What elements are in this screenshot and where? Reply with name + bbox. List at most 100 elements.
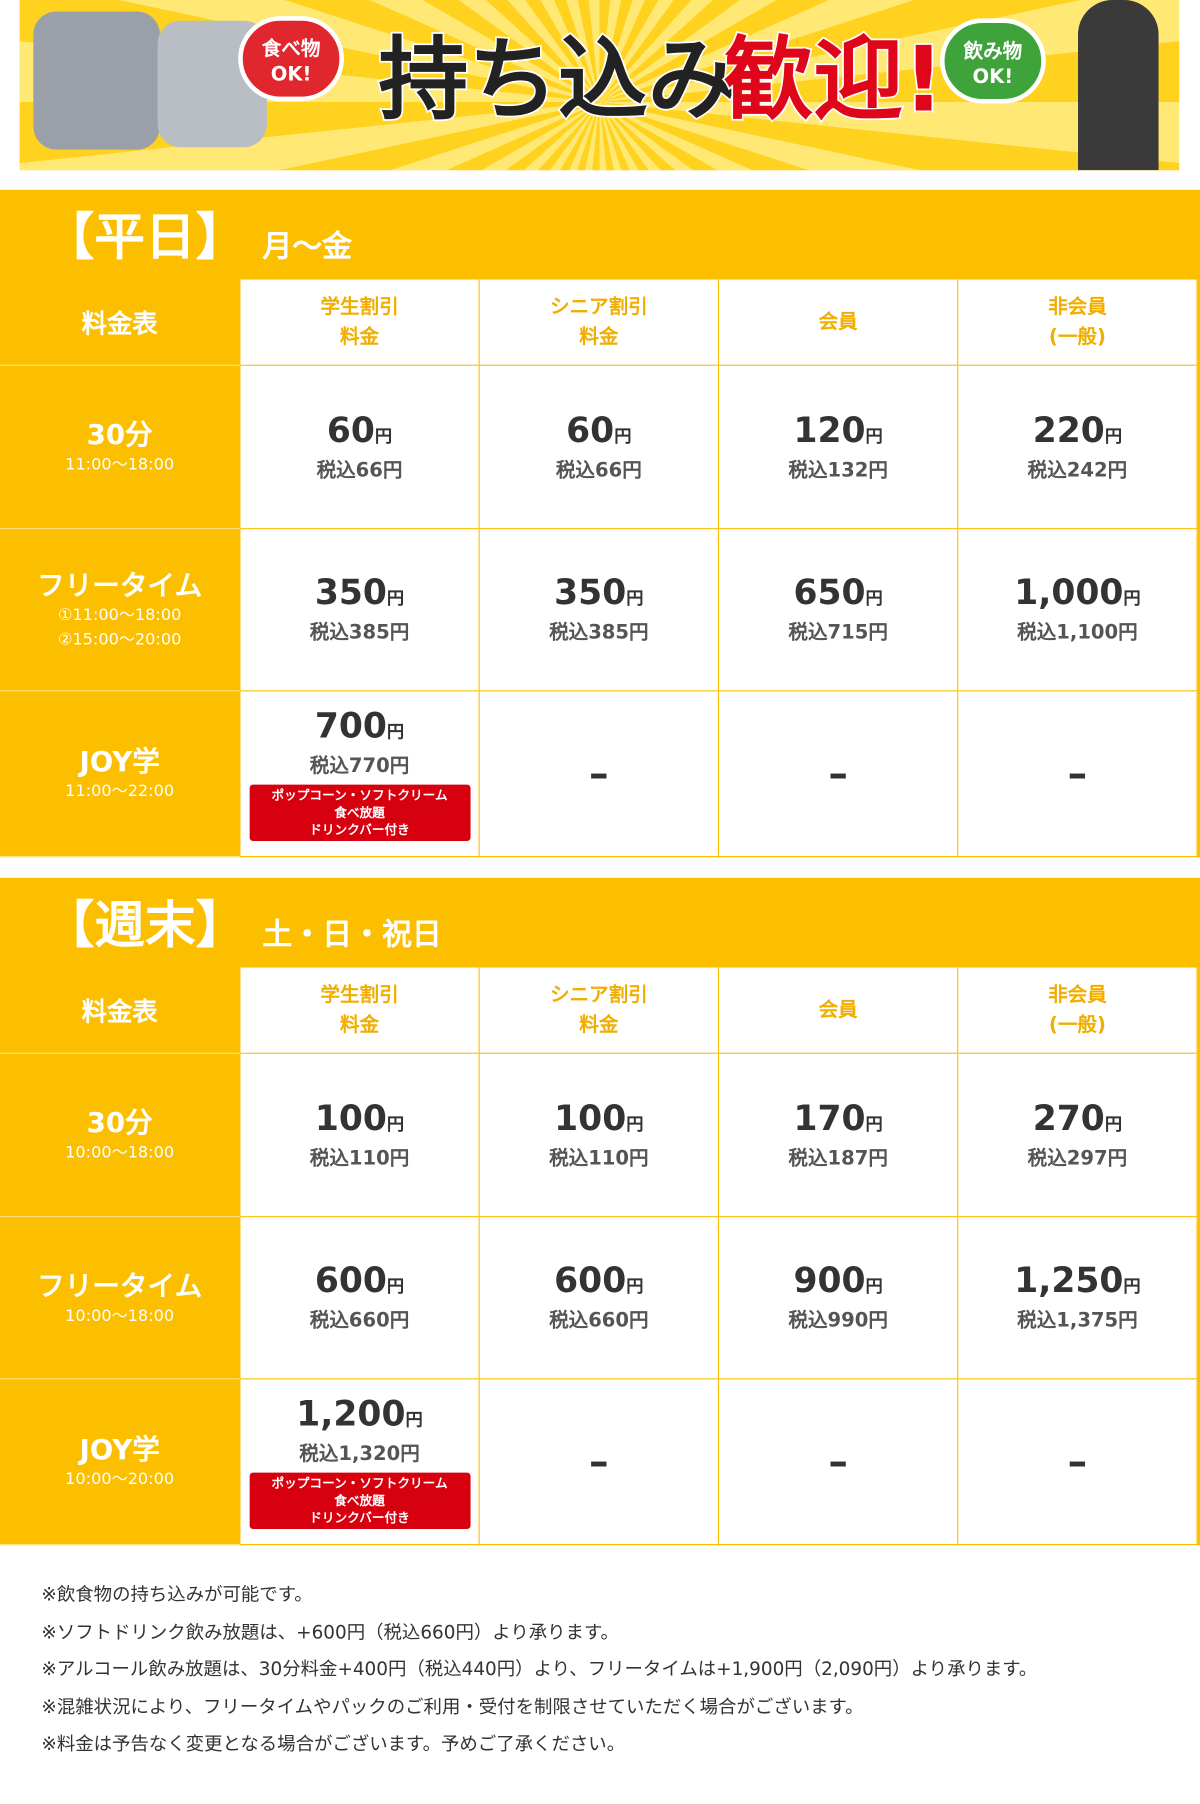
footnote: ※飲食物の持ち込みが可能です。: [41, 1583, 313, 1605]
food-badge: 食べ物 OK!: [238, 16, 344, 102]
row-label: フリータイム ①11:00〜18:00 ②15:00〜20:00: [0, 529, 241, 692]
row-label: JOY学 11:00〜22:00: [0, 691, 241, 858]
price-cell: 1,000円 税込1,100円: [958, 529, 1198, 692]
price-line: 1,000円: [1014, 573, 1140, 619]
plan-hours: 11:00〜18:00: [65, 455, 175, 475]
plan-name: フリータイム: [37, 569, 203, 602]
price-cell: 100円 税込110円: [240, 1053, 480, 1218]
price: 60: [566, 410, 615, 451]
price-line: 220円: [1033, 410, 1122, 456]
tax-price: 税込187円: [788, 1146, 888, 1170]
note-text: ポップコーン・ソフトクリーム: [271, 788, 448, 804]
price-cell: 1,250円 税込1,375円: [958, 1217, 1198, 1380]
footnote: ※混雑状況により、フリータイムやパックのご利用・受付を制限させていただく場合がご…: [41, 1695, 864, 1718]
tax-price: 税込132円: [788, 458, 888, 482]
price: 350: [314, 572, 387, 614]
price: 600: [314, 1260, 387, 1302]
price-line: 170円: [793, 1098, 882, 1144]
price-unit: 円: [405, 1409, 423, 1431]
price-cell: 60円税込66円: [479, 365, 720, 530]
header-cell: 会員: [719, 967, 959, 1054]
price: 1,200: [296, 1394, 406, 1435]
plan-hours: ②15:00〜20:00: [57, 630, 182, 649]
price-line: 100円: [554, 1098, 643, 1144]
price-unit: 円: [614, 425, 632, 446]
no-price: –: [589, 750, 609, 797]
badge-text: OK!: [972, 65, 1014, 89]
badge-text: OK!: [270, 63, 312, 87]
price-cell: 350円 税込385円: [479, 529, 720, 692]
price-unit: 円: [1123, 587, 1141, 609]
price: 100: [554, 1098, 627, 1139]
price-unit: 円: [865, 1275, 883, 1297]
tax-price: 税込1,100円: [1017, 621, 1138, 645]
price-line: 60円: [327, 410, 392, 456]
header-cell: 非会員 (一般): [958, 279, 1198, 366]
price-unit: 円: [626, 587, 644, 609]
no-price: –: [589, 1438, 609, 1485]
price-line: 350円: [554, 573, 643, 619]
header-text: 会員: [818, 998, 858, 1022]
price-line: 120円: [793, 410, 882, 456]
price-line: 100円: [315, 1098, 404, 1144]
price-unit: 円: [386, 587, 405, 609]
price-line: 600円: [554, 1261, 643, 1307]
price-unit: 円: [865, 587, 883, 609]
header-text: 非会員: [1048, 983, 1107, 1007]
header-text: シニア割引: [549, 983, 648, 1007]
price-cell: 100円 税込110円: [479, 1053, 720, 1218]
header-text: (一般): [1048, 325, 1106, 349]
price-cell: –: [958, 1379, 1198, 1546]
price-cell: –: [479, 691, 720, 858]
price: 700: [314, 706, 387, 747]
price: 220: [1032, 410, 1105, 451]
header-text: 非会員: [1048, 295, 1107, 319]
beer-can-illustration: [33, 11, 160, 150]
price: 1,250: [1014, 1260, 1124, 1302]
drink-badge: 飲み物 OK!: [939, 18, 1046, 104]
footnote: ※料金は予告なく変更となる場合がございます。予めご了承ください。: [41, 1732, 626, 1755]
header-cell: シニア割引 料金: [479, 967, 720, 1054]
header-text: 会員: [818, 310, 858, 334]
price: 100: [314, 1098, 387, 1139]
no-price: –: [828, 750, 848, 797]
section-title: 【週末】: [43, 896, 247, 955]
price-cell: 700円 税込770円 ポップコーン・ソフトクリーム 食べ放題 ドリンクバー付き: [240, 691, 480, 858]
price-cell: –: [958, 691, 1198, 858]
price-unit: 円: [374, 425, 393, 446]
price-line: 350円: [315, 573, 404, 619]
price: 120: [793, 410, 866, 451]
plan-hours: 10:00〜18:00: [65, 1306, 175, 1325]
headline: 持ち込み: [377, 27, 739, 134]
plan-hours: 10:00〜18:00: [65, 1143, 175, 1163]
badge-text: 飲み物: [963, 40, 1023, 64]
section-days: 土・日・祝日: [262, 918, 442, 953]
price-cell: 270円 税込297円: [958, 1053, 1198, 1218]
plan-name: フリータイム: [37, 1269, 203, 1302]
price-line: 900円: [793, 1261, 882, 1307]
tax-price: 税込66円: [555, 458, 642, 482]
no-price: –: [1067, 1438, 1088, 1485]
price-cell: 350円 税込385円: [240, 529, 480, 692]
header-text: 学生割引: [320, 983, 399, 1007]
price-section: 【平日】 月〜金 料金表 学生割引 料金 シニア割引 料金 会員 非会員 (一般) 30分 11:00…: [0, 189, 1200, 858]
plan-hours: 10:00〜20:00: [65, 1470, 175, 1489]
row-label: 30分 11:00〜18:00: [0, 365, 241, 530]
tax-price: 税込66円: [316, 458, 403, 482]
microphone-illustration: [1078, 0, 1159, 171]
badge-text: 食べ物: [261, 37, 321, 61]
price: 1,000: [1014, 572, 1124, 614]
price-unit: 円: [626, 1275, 644, 1297]
tax-price: 税込297円: [1027, 1146, 1128, 1170]
header-text: 学生割引: [320, 295, 399, 319]
note-text: 食べ放題: [334, 1493, 385, 1509]
row-label: フリータイム 10:00〜18:00: [0, 1217, 241, 1380]
header-text: 料金: [579, 325, 619, 349]
price-cell: 220円 税込242円: [958, 365, 1198, 530]
row-label: 30分 10:00〜18:00: [0, 1053, 241, 1218]
header-cell: 料金表: [0, 967, 241, 1054]
price-cell: 60円 税込66円: [240, 365, 480, 530]
price-unit: 円: [1104, 1113, 1123, 1134]
tax-price: 税込660円: [309, 1309, 410, 1333]
